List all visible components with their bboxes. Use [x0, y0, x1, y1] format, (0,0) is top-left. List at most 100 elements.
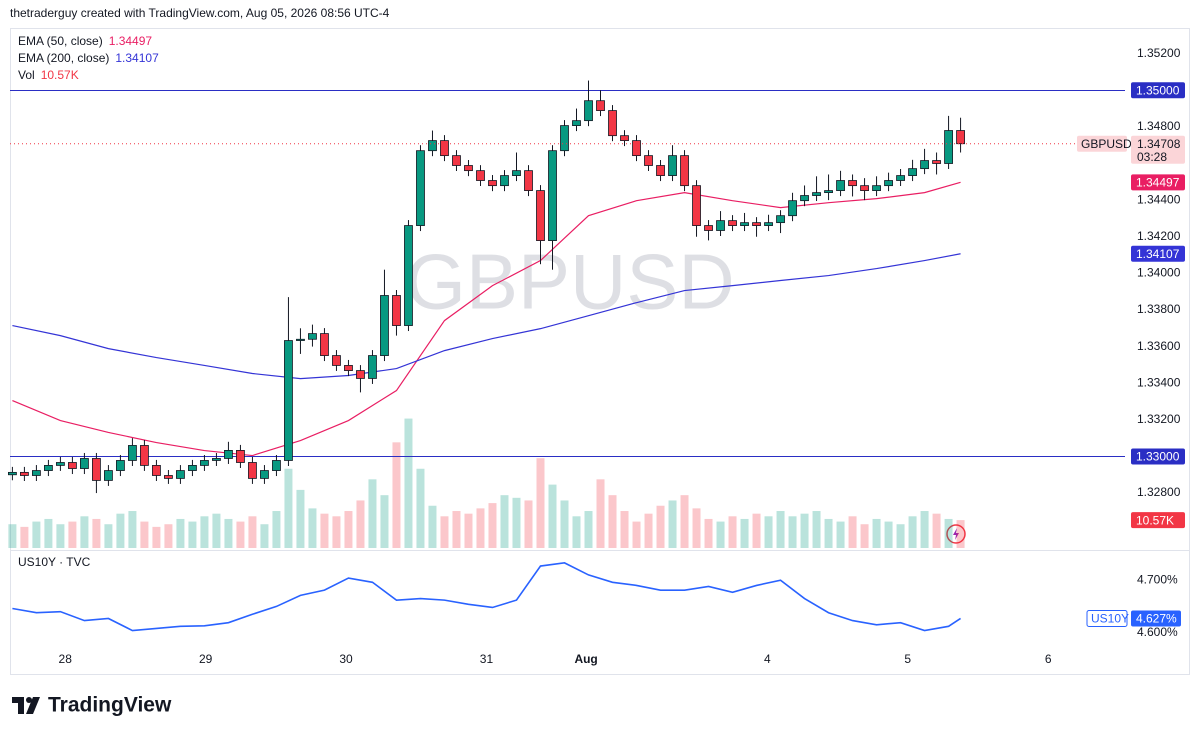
volume-bar: [296, 489, 305, 548]
candle-body: [656, 165, 665, 176]
volume-bar: [344, 511, 353, 548]
price-tag: [1131, 174, 1185, 191]
volume-bar: [572, 516, 581, 548]
candle-body: [80, 458, 89, 469]
volume-bar: [536, 458, 545, 548]
volume-bar: [452, 511, 461, 548]
y-tick-label: 1.34000: [1137, 266, 1181, 280]
candle-body: [608, 110, 617, 137]
x-tick-label: 4: [764, 652, 771, 666]
countdown-label: 03:28: [1137, 150, 1167, 164]
candle-body: [500, 175, 509, 187]
price-tag: [1131, 82, 1185, 99]
candle-body: [584, 100, 593, 122]
candle-body: [512, 170, 521, 176]
volume-bar: [368, 479, 377, 548]
volume-bar: [584, 511, 593, 548]
volume-bar: [116, 513, 125, 548]
candle-body: [740, 222, 749, 226]
ema-line: [12, 181, 961, 457]
chart-frame: [10, 28, 1190, 675]
ema-line: [12, 253, 961, 380]
volume-bar: [176, 518, 185, 548]
price-tag: [1131, 610, 1181, 627]
candle-body: [320, 333, 329, 356]
candle-body: [416, 150, 425, 226]
volume-bar: [464, 513, 473, 548]
volume-bar: [440, 516, 449, 548]
watermark: GBPUSD: [405, 238, 734, 326]
alert-icon: [946, 524, 966, 544]
last-price-tag: [1131, 135, 1185, 164]
price-tag: [1131, 448, 1185, 465]
candle-body: [860, 185, 869, 191]
candle-body: [128, 445, 137, 461]
candle-body: [668, 155, 677, 176]
candle-body: [236, 450, 245, 463]
volume-bar: [200, 516, 209, 548]
last-price-label: 1.34708: [1137, 137, 1181, 151]
candle-body: [896, 175, 905, 181]
candle-body: [620, 135, 629, 142]
volume-bar: [236, 521, 245, 548]
volume-bar: [740, 518, 749, 548]
volume-bar: [248, 516, 257, 548]
x-tick-label: 30: [339, 652, 353, 666]
volume-bar: [152, 526, 161, 548]
candle-body: [596, 100, 605, 111]
volume-bar: [92, 518, 101, 548]
legend-name: US10Y · TVC: [18, 555, 91, 569]
volume-bar: [608, 495, 617, 548]
candle-body: [920, 160, 929, 170]
y-tick-label: 1.34200: [1137, 229, 1181, 243]
volume-bar: [380, 495, 389, 548]
volume-bar: [884, 521, 893, 548]
symbol-tag: [1086, 609, 1128, 627]
volume-bar: [872, 518, 881, 548]
volume-bar: [392, 442, 401, 548]
candle-body: [704, 225, 713, 231]
volume-bar: [104, 524, 113, 548]
volume-bar: [704, 518, 713, 548]
candle-body: [68, 462, 77, 469]
volume-bar: [308, 508, 317, 548]
line-series: [12, 562, 962, 632]
candle-body: [404, 225, 413, 326]
candle-body: [56, 462, 65, 466]
candle-body: [692, 185, 701, 226]
legend-value: 1.34107: [115, 51, 159, 65]
logo-icon: [12, 697, 40, 714]
volume-bar: [500, 495, 509, 548]
candle-body: [752, 222, 761, 226]
volume-bar: [812, 511, 821, 548]
volume-bar: [788, 516, 797, 548]
candle-body: [368, 355, 377, 379]
candle-body: [836, 180, 845, 191]
volume-bar: [596, 479, 605, 548]
volume-bar: [404, 418, 413, 548]
candle-body: [104, 470, 113, 481]
volume-bar: [356, 500, 365, 548]
logo-shape: [12, 697, 24, 714]
candle-body: [32, 470, 41, 476]
candle-body: [260, 470, 269, 479]
price-tag-label: 1.35000: [1136, 83, 1180, 97]
candle-body: [392, 295, 401, 326]
volume-bar: [632, 521, 641, 548]
x-tick-label: 6: [1045, 652, 1052, 666]
candle-body: [224, 450, 233, 459]
candle-body: [680, 155, 689, 187]
candle-body: [344, 365, 353, 371]
x-tick-label: 5: [904, 652, 911, 666]
candle-body: [8, 471, 17, 476]
y-tick-label: 1.32800: [1137, 485, 1181, 499]
legend-name: EMA (200, close): [18, 51, 109, 65]
x-tick-label: 29: [199, 652, 213, 666]
candle-body: [824, 190, 833, 194]
price-tag-label: 10.57K: [1136, 513, 1174, 527]
x-tick-label: 28: [59, 652, 73, 666]
candle-body: [164, 475, 173, 479]
y-tick-label: 4.700%: [1137, 572, 1178, 586]
candle-body: [20, 471, 29, 476]
